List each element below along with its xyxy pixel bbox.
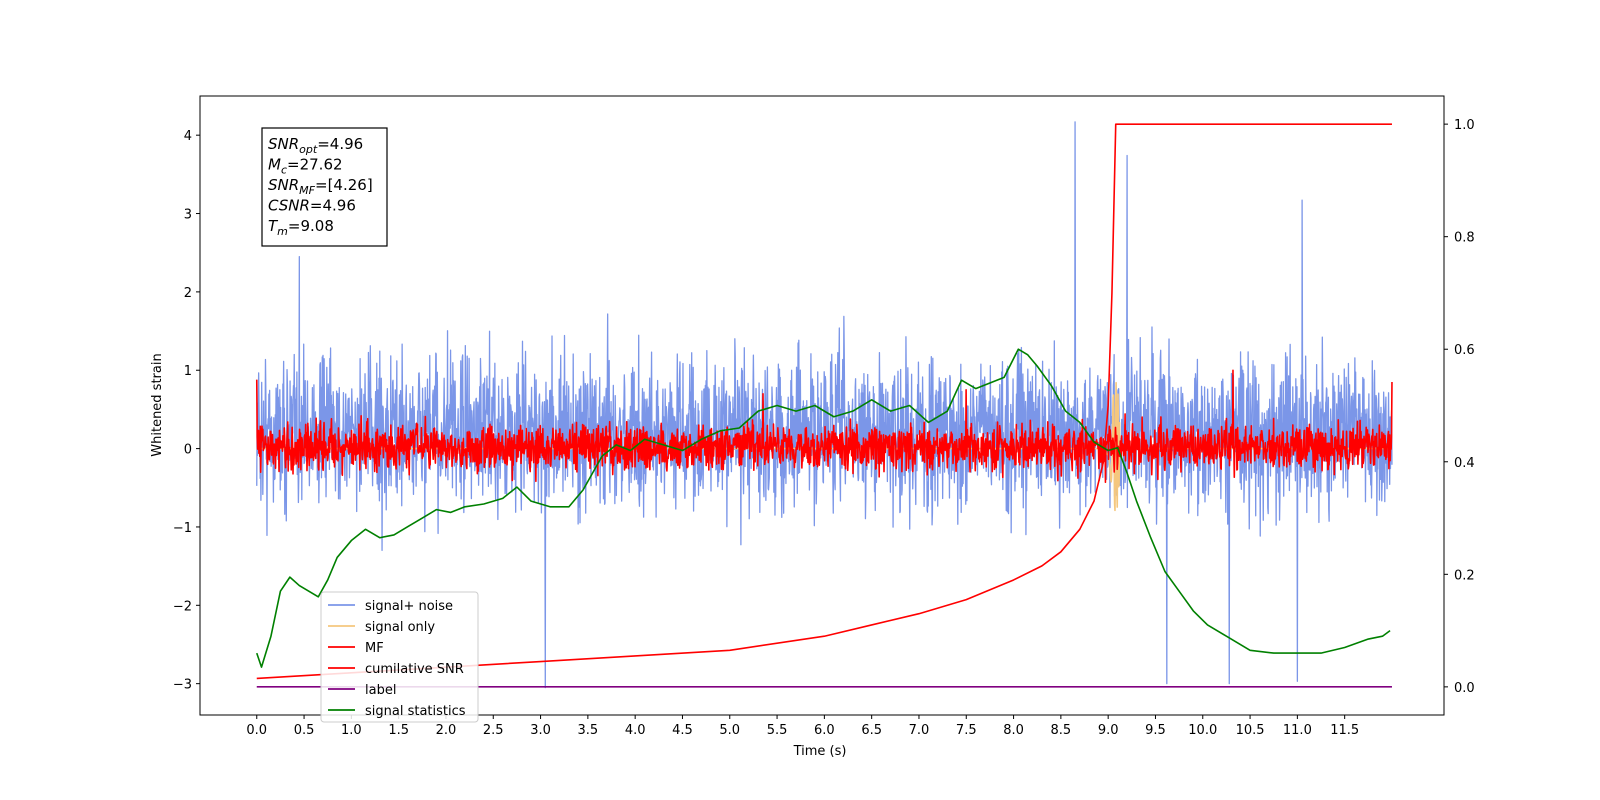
y-tick-label: −2 — [173, 599, 192, 614]
info-line: CSNR=4.96 — [268, 197, 356, 215]
x-tick-label: 6.5 — [861, 723, 882, 738]
x-tick-label: 8.5 — [1051, 723, 1072, 738]
y-tick-label: 0 — [184, 443, 192, 458]
x-tick-label: 10.5 — [1236, 723, 1265, 738]
x-tick-label: 5.5 — [767, 723, 788, 738]
legend-label: signal+ noise — [365, 599, 453, 614]
x-tick-label: 3.5 — [578, 723, 599, 738]
y-axis-label: Whitened strain — [150, 353, 165, 456]
x-tick-label: 11.5 — [1330, 723, 1359, 738]
y-tick-label: 3 — [184, 208, 192, 223]
x-axis: 0.0 0.5 1.0 1.5 2.0 2.5 3.0 3.5 4.0 4.5 5.0 5.5 6.0 6… — [246, 715, 1359, 738]
series-line-0 — [256, 121, 1393, 689]
x-tick-label: 8.0 — [1003, 723, 1024, 738]
plot-area — [255, 121, 1393, 689]
x-tick-label: 4.5 — [672, 723, 693, 738]
y-tick-label: −3 — [173, 678, 192, 693]
y2-tick-label: 0.0 — [1454, 681, 1475, 696]
x-tick-label: 1.0 — [341, 723, 362, 738]
y-tick-label: −1 — [173, 521, 192, 536]
y2-tick-label: 1.0 — [1454, 118, 1475, 133]
x-tick-label: 7.0 — [909, 723, 930, 738]
y-tick-label: 1 — [184, 364, 192, 379]
x-tick-label: 0.0 — [246, 723, 267, 738]
info-box-frame — [261, 127, 388, 247]
info-line: Tm=9.08 — [268, 217, 334, 238]
x-tick-label: 2.0 — [436, 723, 457, 738]
legend-label: signal statistics — [365, 704, 466, 719]
legend-label: signal only — [365, 620, 435, 635]
x-tick-label: 4.0 — [625, 723, 646, 738]
y-tick-label: 4 — [184, 129, 192, 144]
plot-frame — [199, 95, 1445, 716]
x-tick-label: 2.5 — [483, 723, 504, 738]
y-tick-label: 2 — [184, 286, 192, 301]
info-line: SNRMF=[4.26] — [268, 176, 373, 197]
legend-label: cumilative SNR — [365, 662, 464, 677]
series-line-2 — [255, 369, 1393, 484]
y2-tick-label: 0.6 — [1454, 343, 1475, 358]
legend-label: MF — [365, 641, 384, 656]
info-box: SNRopt=4.96Mc=27.62SNRMF=[4.26]CSNR=4.96… — [261, 127, 388, 247]
y-axis-left: −3 −2 −1 0 1 2 3 4 — [173, 129, 200, 693]
x-tick-label: 10.0 — [1188, 723, 1217, 738]
x-tick-label: 11.0 — [1283, 723, 1312, 738]
legend-frame — [320, 591, 479, 723]
x-tick-label: 5.0 — [719, 723, 740, 738]
x-tick-label: 9.5 — [1145, 723, 1166, 738]
y2-tick-label: 0.4 — [1454, 456, 1475, 471]
y2-tick-label: 0.8 — [1454, 231, 1475, 246]
x-tick-label: 1.5 — [388, 723, 409, 738]
series-line-5 — [256, 348, 1391, 668]
x-axis-label: Time (s) — [793, 744, 847, 759]
series-line-3 — [256, 123, 1392, 680]
info-line: SNRopt=4.96 — [268, 135, 363, 156]
x-tick-label: 7.5 — [956, 723, 977, 738]
legend: signal+ noise signal only MF cumilative SNR… — [320, 591, 479, 723]
legend-label: label — [365, 683, 396, 698]
y2-tick-label: 0.2 — [1454, 568, 1475, 583]
x-tick-label: 3.0 — [530, 723, 551, 738]
y-axis-right: 0.0 0.2 0.4 0.6 0.8 1.0 — [1444, 118, 1475, 696]
x-tick-label: 9.0 — [1098, 723, 1119, 738]
info-line: Mc=27.62 — [268, 156, 343, 177]
x-tick-label: 6.0 — [814, 723, 835, 738]
x-tick-label: 0.5 — [294, 723, 315, 738]
